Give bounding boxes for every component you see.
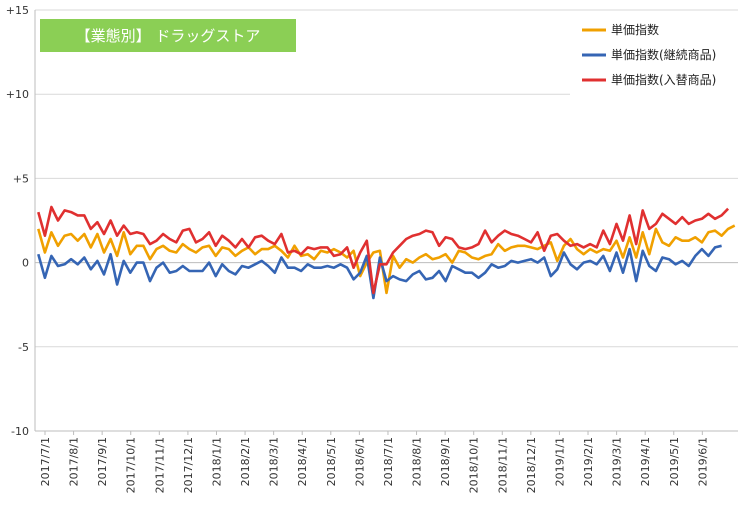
x-tick-label: 2018/4/1 [296,437,309,486]
series-line-1 [38,226,734,293]
y-tick-label: -10 [11,425,29,438]
x-tick-label: 2017/9/1 [96,437,109,486]
chart-title: 【業態別】 ドラッグストア [76,27,261,45]
x-tick-label: 2019/6/1 [696,437,709,486]
x-tick-label: 2019/3/1 [611,437,624,486]
series-layer [38,207,734,298]
title-badge: 【業態別】 ドラッグストア [40,19,296,52]
x-tick-label: 2019/2/1 [582,437,595,486]
legend-label: 単価指数(継続商品) [611,47,716,62]
y-tick-label: +5 [13,172,29,185]
x-tick-label: 2019/5/1 [668,437,681,486]
x-tick-label: 2018/7/1 [382,437,395,486]
x-tick-label: 2018/2/1 [239,437,252,486]
x-tick-label: 2018/1/1 [210,437,223,486]
x-tick-label: 2019/4/1 [639,437,652,486]
x-tick-label: 2019/1/1 [553,437,566,486]
x-tick-label: 2018/5/1 [325,437,338,486]
legend-label: 単価指数 [611,22,659,37]
x-tick-label: 2017/8/1 [68,437,81,486]
x-tick-label: 2018/11/1 [496,437,509,493]
y-tick-label: +10 [6,88,29,101]
chart-svg: +15 +10 +5 0 -5 -10 2017/7/1 2017/8/1 2017/9/1 20… [0,0,742,510]
x-tick-label: 2017/12/1 [182,437,195,493]
x-tick-label: 2018/6/1 [353,437,366,486]
y-tick-label: 0 [22,257,29,270]
x-tick-label: 2017/10/1 [125,437,138,493]
legend-label: 単価指数(入替商品) [611,72,716,87]
x-tick-label: 2018/12/1 [525,437,538,493]
x-tick-label: 2018/10/1 [468,437,481,493]
x-tick-label: 2018/3/1 [268,437,281,486]
y-tick-label: -5 [18,341,29,354]
x-tick-label: 2018/8/1 [411,437,424,486]
y-tick-label: +15 [6,4,29,17]
x-tick-label: 2018/9/1 [439,437,452,486]
x-tick-label: 2017/11/1 [153,437,166,493]
chart: +15 +10 +5 0 -5 -10 2017/7/1 2017/8/1 2017/9/1 20… [0,0,742,510]
x-tick-label: 2017/7/1 [39,437,52,486]
